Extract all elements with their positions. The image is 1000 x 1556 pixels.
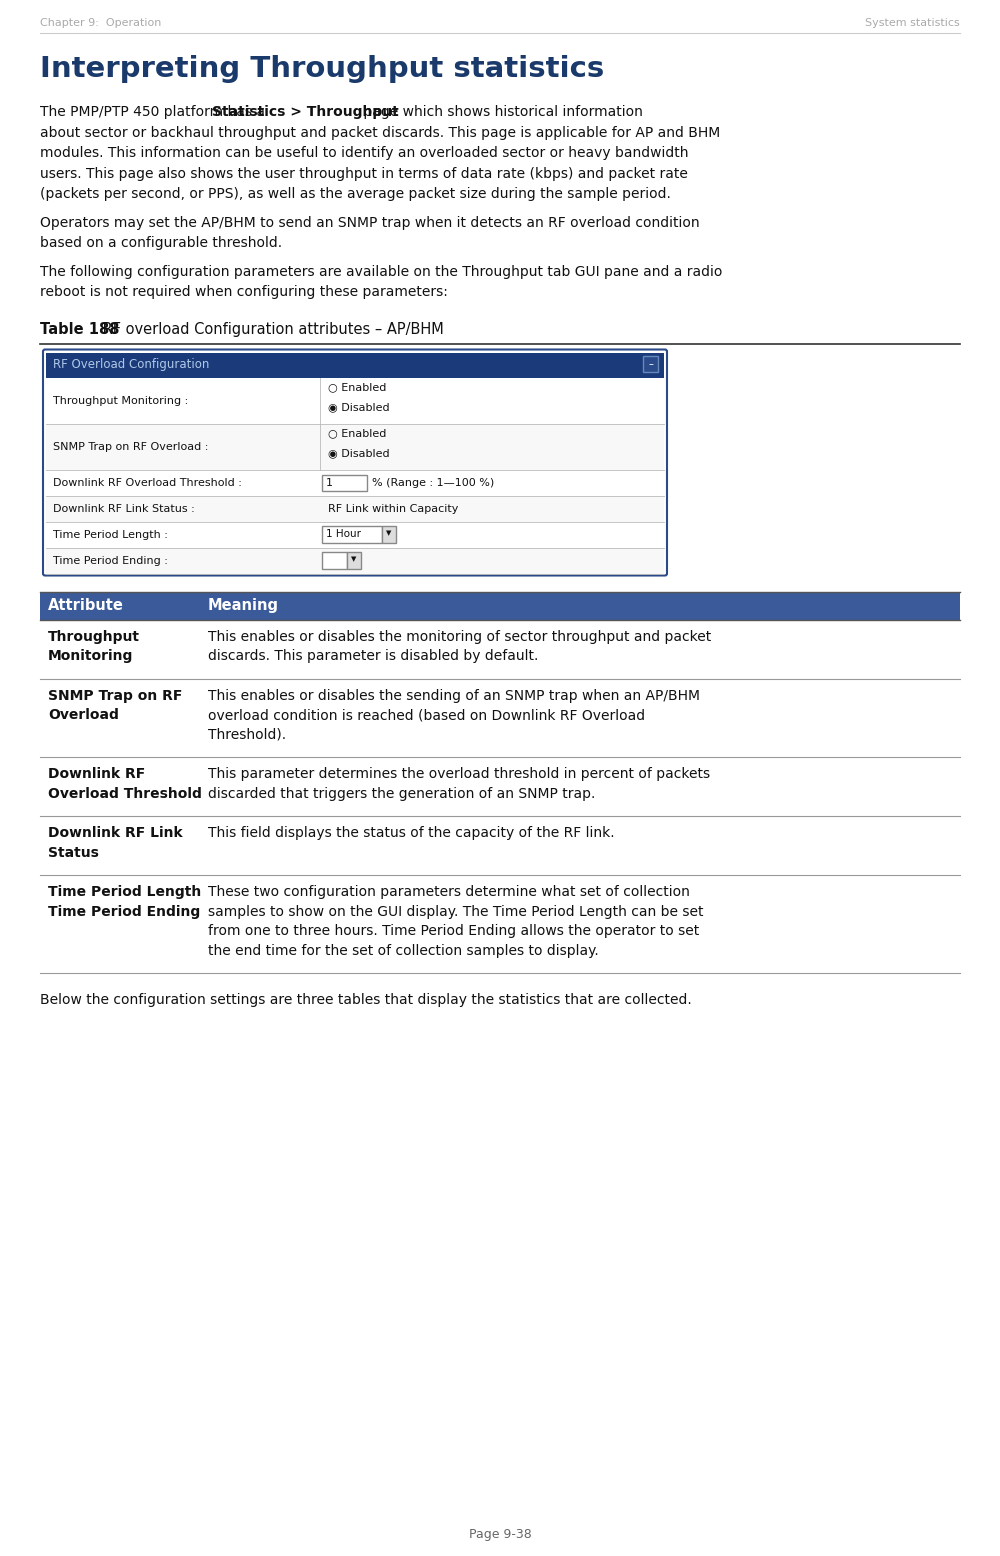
FancyBboxPatch shape	[40, 591, 960, 619]
Text: Chapter 9:  Operation: Chapter 9: Operation	[40, 19, 161, 28]
FancyBboxPatch shape	[40, 619, 960, 678]
Text: These two configuration parameters determine what set of collection: These two configuration parameters deter…	[208, 885, 690, 899]
Text: Downlink RF Link: Downlink RF Link	[48, 826, 183, 840]
Text: Throughput Monitoring :: Throughput Monitoring :	[53, 395, 188, 406]
FancyBboxPatch shape	[347, 551, 361, 568]
Text: page which shows historical information: page which shows historical information	[359, 104, 643, 118]
FancyBboxPatch shape	[643, 355, 658, 372]
FancyBboxPatch shape	[46, 470, 664, 495]
Text: Time Period Ending: Time Period Ending	[48, 904, 200, 918]
Text: Throughput: Throughput	[48, 630, 140, 644]
FancyBboxPatch shape	[322, 551, 347, 568]
FancyBboxPatch shape	[40, 678, 960, 758]
Text: % (Range : 1—100 %): % (Range : 1—100 %)	[372, 478, 494, 487]
Text: overload condition is reached (based on Downlink RF Overload: overload condition is reached (based on …	[208, 708, 645, 722]
FancyBboxPatch shape	[46, 495, 664, 521]
Text: Time Period Length: Time Period Length	[48, 885, 201, 899]
Text: Attribute: Attribute	[48, 598, 124, 613]
Text: ◉ Disabled: ◉ Disabled	[328, 403, 390, 412]
Text: ○ Enabled: ○ Enabled	[328, 383, 386, 392]
FancyBboxPatch shape	[40, 874, 960, 972]
Text: Time Period Ending :: Time Period Ending :	[53, 555, 168, 565]
Text: Time Period Length :: Time Period Length :	[53, 529, 168, 540]
FancyBboxPatch shape	[46, 548, 664, 574]
Text: Threshold).: Threshold).	[208, 728, 286, 742]
FancyBboxPatch shape	[46, 521, 664, 548]
Text: This enables or disables the monitoring of sector throughput and packet: This enables or disables the monitoring …	[208, 630, 711, 644]
Text: discards. This parameter is disabled by default.: discards. This parameter is disabled by …	[208, 649, 538, 663]
Text: Overload: Overload	[48, 708, 119, 722]
Text: Downlink RF Link Status :: Downlink RF Link Status :	[53, 504, 195, 513]
Text: samples to show on the GUI display. The Time Period Length can be set: samples to show on the GUI display. The …	[208, 904, 704, 918]
Text: The following configuration parameters are available on the Throughput tab GUI p: The following configuration parameters a…	[40, 265, 722, 279]
Text: modules. This information can be useful to identify an overloaded sector or heav: modules. This information can be useful …	[40, 146, 688, 160]
Text: 1 Hour: 1 Hour	[326, 529, 361, 538]
Text: discarded that triggers the generation of an SNMP trap.: discarded that triggers the generation o…	[208, 786, 595, 800]
Text: Interpreting Throughput statistics: Interpreting Throughput statistics	[40, 54, 604, 82]
FancyBboxPatch shape	[40, 815, 960, 874]
Text: Meaning: Meaning	[208, 598, 279, 613]
Text: RF Overload Configuration: RF Overload Configuration	[53, 358, 209, 370]
Text: This field displays the status of the capacity of the RF link.: This field displays the status of the ca…	[208, 826, 615, 840]
Text: Monitoring: Monitoring	[48, 649, 133, 663]
Text: –: –	[648, 359, 653, 369]
Text: ▼: ▼	[386, 531, 392, 537]
Text: The PMP/PTP 450 platform has a: The PMP/PTP 450 platform has a	[40, 104, 269, 118]
Text: 1: 1	[326, 478, 333, 487]
FancyBboxPatch shape	[43, 350, 667, 576]
FancyBboxPatch shape	[40, 758, 960, 815]
Text: This enables or disables the sending of an SNMP trap when an AP/BHM: This enables or disables the sending of …	[208, 688, 700, 702]
Text: Below the configuration settings are three tables that display the statistics th: Below the configuration settings are thr…	[40, 993, 692, 1007]
FancyBboxPatch shape	[46, 378, 664, 423]
Text: reboot is not required when configuring these parameters:: reboot is not required when configuring …	[40, 285, 448, 299]
Text: Overload Threshold: Overload Threshold	[48, 786, 202, 800]
FancyBboxPatch shape	[322, 475, 367, 490]
FancyBboxPatch shape	[322, 526, 382, 543]
Text: ○ Enabled: ○ Enabled	[328, 428, 386, 439]
Text: Status: Status	[48, 845, 99, 859]
FancyBboxPatch shape	[382, 526, 396, 543]
Text: ◉ Disabled: ◉ Disabled	[328, 448, 390, 459]
Text: RF overload Configuration attributes – AP/BHM: RF overload Configuration attributes – A…	[98, 322, 444, 336]
FancyBboxPatch shape	[46, 423, 664, 470]
Text: This parameter determines the overload threshold in percent of packets: This parameter determines the overload t…	[208, 767, 710, 781]
Text: Downlink RF Overload Threshold :: Downlink RF Overload Threshold :	[53, 478, 242, 487]
Text: Operators may set the AP/BHM to send an SNMP trap when it detects an RF overload: Operators may set the AP/BHM to send an …	[40, 215, 700, 229]
Text: Downlink RF: Downlink RF	[48, 767, 145, 781]
Text: from one to three hours. Time Period Ending allows the operator to set: from one to three hours. Time Period End…	[208, 924, 699, 938]
Text: Page 9-38: Page 9-38	[469, 1528, 531, 1540]
Text: ▼: ▼	[351, 557, 357, 563]
FancyBboxPatch shape	[46, 353, 664, 378]
Text: users. This page also shows the user throughput in terms of data rate (kbps) and: users. This page also shows the user thr…	[40, 166, 688, 180]
Text: SNMP Trap on RF Overload :: SNMP Trap on RF Overload :	[53, 442, 208, 451]
Text: about sector or backhaul throughput and packet discards. This page is applicable: about sector or backhaul throughput and …	[40, 126, 720, 140]
Text: RF Link within Capacity: RF Link within Capacity	[328, 504, 458, 513]
Text: (packets per second, or PPS), as well as the average packet size during the samp: (packets per second, or PPS), as well as…	[40, 187, 671, 201]
Text: based on a configurable threshold.: based on a configurable threshold.	[40, 237, 282, 251]
Text: Table 188: Table 188	[40, 322, 120, 336]
Text: the end time for the set of collection samples to display.: the end time for the set of collection s…	[208, 943, 599, 957]
Text: System statistics: System statistics	[865, 19, 960, 28]
Text: SNMP Trap on RF: SNMP Trap on RF	[48, 688, 182, 702]
Text: Statistics > Throughput: Statistics > Throughput	[212, 104, 399, 118]
